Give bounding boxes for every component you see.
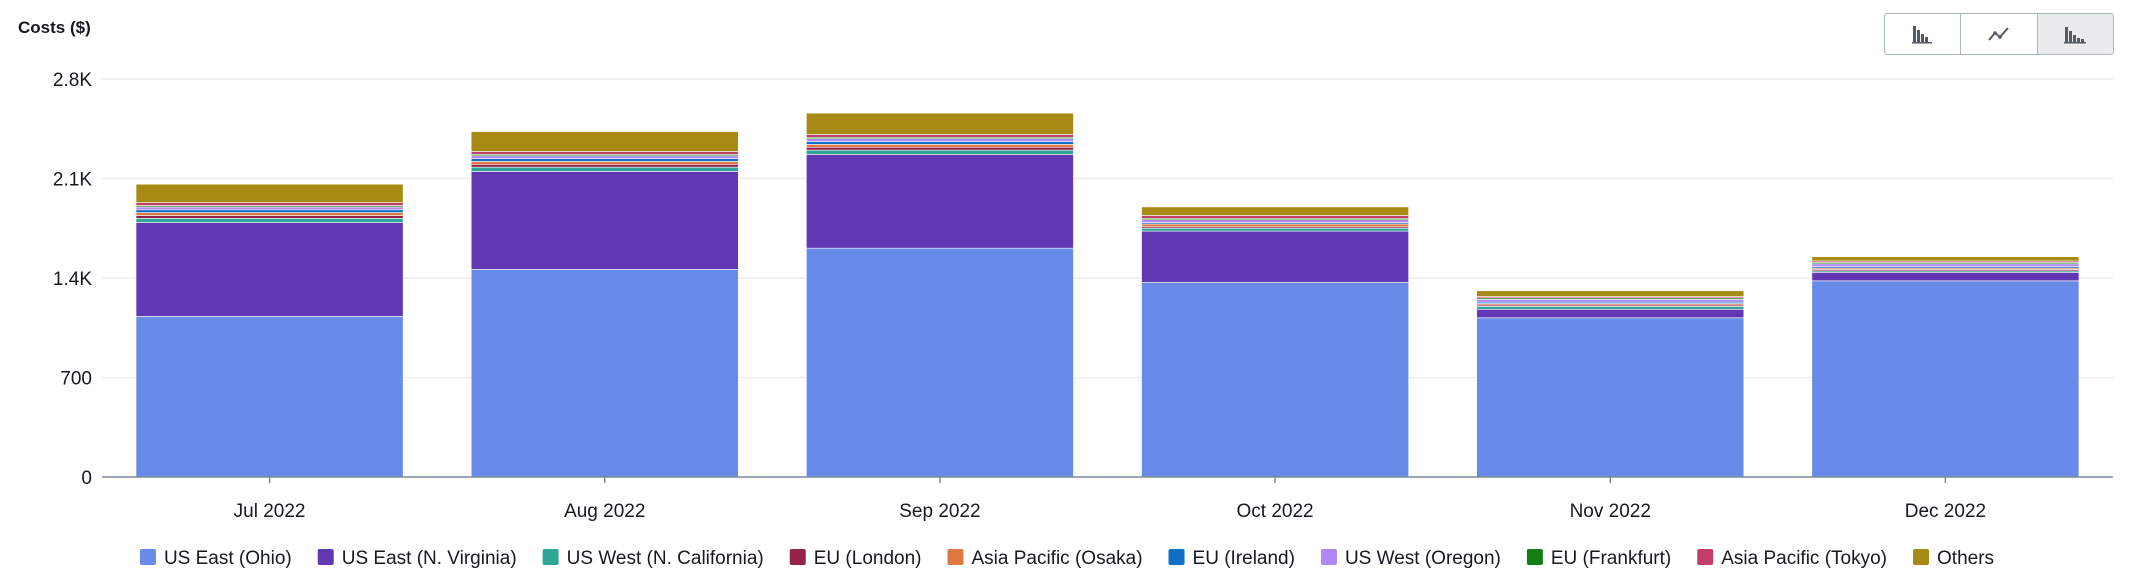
bars [135,112,2080,478]
line-chart-button[interactable] [1961,14,2038,54]
legend-item[interactable]: US East (N. Virginia) [317,548,517,569]
bar-segment[interactable] [470,163,739,168]
legend-label: US East (N. Virginia) [342,548,517,569]
grouped-bar-chart-icon [1911,26,1932,44]
bar-segment[interactable] [1141,206,1409,216]
legend-swatch [947,549,964,565]
bar-segment[interactable] [1476,306,1745,310]
bar-segment[interactable] [470,166,739,172]
bar-segment[interactable] [806,112,1074,135]
legend-swatch [789,549,806,565]
bar-segment[interactable] [470,171,739,270]
bar-segment[interactable] [135,206,404,211]
legend-label: EU (Frankfurt) [1551,548,1671,569]
legend-swatch [1526,549,1543,565]
x-tick-label: Aug 2022 [564,501,645,522]
bar-segment[interactable] [1811,272,2080,282]
bar-segment[interactable] [806,146,1074,151]
bar-segment[interactable] [135,218,404,223]
x-tick-label: Jul 2022 [234,501,306,522]
legend-swatch [1168,549,1185,565]
legend-label: Others [1937,548,1994,569]
legend-label: EU (Ireland) [1193,548,1295,569]
legend-item[interactable]: US West (N. California) [542,548,764,569]
bar-segment[interactable] [135,202,404,206]
bar-segment[interactable] [806,141,1074,145]
bar-segment[interactable] [806,138,1074,142]
legend-swatch [1913,549,1930,565]
bar-segment[interactable] [1476,317,1745,478]
y-tick-label: 2.8K [53,70,92,91]
legend-item[interactable]: Asia Pacific (Osaka) [947,548,1143,569]
legend-swatch [317,549,334,565]
legend-label: EU (London) [814,548,922,569]
legend-swatch [1697,549,1714,565]
legend-label: Asia Pacific (Osaka) [971,548,1142,569]
bar-segment[interactable] [1141,223,1409,228]
bar-segment[interactable] [806,149,1074,155]
legend: US East (Ohio) US East (N. Virginia) US We… [139,548,1994,569]
stacked-bar-chart-icon [2064,27,2087,44]
grid-lines [102,78,2113,379]
bar-segment[interactable] [1811,263,2080,267]
legend-swatch [1320,549,1337,565]
bar-segment[interactable] [135,209,404,213]
y-tick-label: 1.4K [53,269,92,290]
chart-type-toggle [1884,13,2114,55]
bar-segment[interactable] [135,316,404,478]
bar-segment[interactable] [135,215,404,219]
bar-segment[interactable] [806,144,1074,148]
bar-segment[interactable] [806,154,1074,249]
y-tick-label: 2.1K [53,170,92,191]
y-tick-label: 700 [60,369,92,390]
legend-swatch [139,549,156,565]
legend-label: US West (N. California) [567,548,764,569]
bar-segment[interactable] [1476,299,1745,303]
bar-segment[interactable] [1476,308,1745,319]
legend-item[interactable]: Others [1913,548,1994,569]
legend-item[interactable]: US West (Oregon) [1320,548,1501,569]
y-axis-ticks: 0 700 1.4K 2.1K 2.8K [53,70,92,489]
bar-segment[interactable] [1141,230,1409,283]
bar-segment[interactable] [1141,227,1409,232]
bar-segment[interactable] [470,269,739,478]
bar-segment[interactable] [470,151,739,155]
bar-segment[interactable] [470,131,739,152]
bar-segment[interactable] [135,183,404,203]
bar-segment[interactable] [135,222,404,317]
legend-item[interactable]: EU (London) [789,548,922,569]
x-tick-label: Nov 2022 [1570,501,1651,522]
bar-segment[interactable] [135,212,404,216]
legend-label: US West (Oregon) [1345,548,1501,569]
grouped-bar-chart-button[interactable] [1885,14,1962,54]
x-axis-ticks: Jul 2022 Aug 2022 Sep 2022 Oct 2022 Nov 2022… [234,477,1986,522]
legend-label: Asia Pacific (Tokyo) [1721,548,1887,569]
bar-segment[interactable] [470,158,739,162]
line-chart-icon [1988,27,2009,41]
bar-segment[interactable] [1141,281,1409,478]
bar-segment[interactable] [806,134,1074,138]
x-tick-label: Oct 2022 [1237,501,1314,522]
legend-item[interactable]: US East (Ohio) [139,548,292,569]
legend-item[interactable]: EU (Frankfurt) [1526,548,1671,569]
stacked-bar-chart-button[interactable] [2037,14,2113,54]
y-tick-label: 0 [81,468,92,489]
bar-segment[interactable] [1141,215,1409,219]
x-tick-label: Dec 2022 [1905,501,1986,522]
bar-segment[interactable] [470,161,739,165]
y-axis-title: Costs ($) [18,18,91,37]
x-tick-label: Sep 2022 [899,501,980,522]
legend-label: US East (Ohio) [164,548,292,569]
bar-segment[interactable] [1141,219,1409,223]
bar-segment[interactable] [1811,256,2080,262]
legend-swatch [542,549,559,565]
bar-segment[interactable] [1811,280,2080,478]
bar-segment[interactable] [470,155,739,159]
legend-item[interactable]: Asia Pacific (Tokyo) [1697,548,1887,569]
bar-segment[interactable] [806,247,1074,478]
legend-item[interactable]: EU (Ireland) [1168,548,1295,569]
bar-segment[interactable] [1476,290,1745,297]
